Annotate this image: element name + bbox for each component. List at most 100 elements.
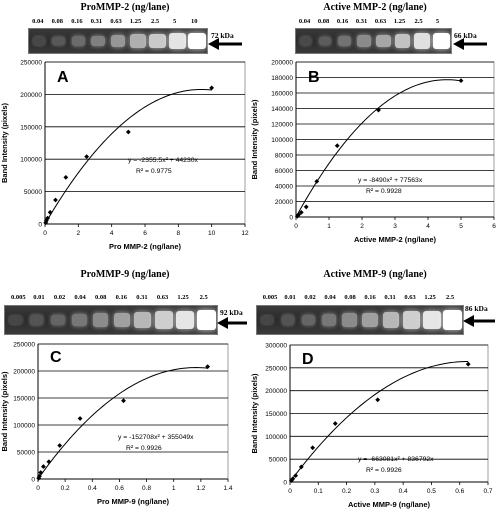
data-point bbox=[314, 178, 320, 184]
x-tick-label: 6 bbox=[492, 223, 496, 230]
lane-labels: 0.04 0.08 0.16 0.31 0.63 1.25 2.5 5 bbox=[295, 18, 447, 28]
y-tick-label: 0 bbox=[38, 222, 42, 229]
lane-label: 0.02 bbox=[304, 294, 316, 301]
data-point bbox=[209, 85, 215, 91]
gel-band bbox=[92, 313, 109, 327]
kda-label: 86 kDa bbox=[465, 304, 488, 313]
gel-band bbox=[71, 36, 86, 46]
x-tick-label: 1 bbox=[327, 223, 331, 230]
gel-image bbox=[295, 28, 452, 54]
lane-label: 0.31 bbox=[90, 18, 103, 25]
lane-label: 1.25 bbox=[424, 294, 436, 301]
data-point bbox=[293, 473, 299, 479]
data-point bbox=[45, 215, 51, 221]
y-tick-label: 250000 bbox=[13, 342, 35, 349]
r-squared: R² = 0.9775 bbox=[136, 168, 172, 175]
lane-label: 0.08 bbox=[95, 294, 107, 301]
chart-plot: 0 50000 100000 150000 200000 250000 300000 0 0.1… bbox=[250, 343, 493, 510]
y-tick-label: 60000 bbox=[275, 168, 293, 175]
y-tick-label: 160000 bbox=[271, 91, 293, 98]
x-tick-label: 0.4 bbox=[88, 485, 97, 492]
arrow-left-icon bbox=[208, 38, 242, 50]
x-tick-label: 0 bbox=[294, 223, 298, 230]
x-tick-label: 3 bbox=[393, 223, 397, 230]
gel-band bbox=[402, 311, 421, 329]
data-point bbox=[298, 464, 304, 470]
y-tick-label: 0 bbox=[31, 477, 35, 484]
lane-label: 0.04 bbox=[298, 18, 311, 25]
x-tick-label: 0.4 bbox=[399, 488, 408, 495]
lane-label: 0.31 bbox=[355, 18, 368, 25]
gel-image bbox=[256, 305, 464, 335]
lane-label: 0.31 bbox=[136, 294, 148, 301]
x-tick-label: 10 bbox=[208, 230, 216, 237]
lane-label: 0.63 bbox=[404, 294, 416, 301]
lane-label: 2.5 bbox=[414, 18, 423, 25]
gel-image bbox=[4, 305, 218, 335]
lane-label: 0.63 bbox=[156, 294, 169, 301]
fit-equation: y = -152708x² + 355049x bbox=[118, 434, 194, 441]
fit-equation: y = -2355.5x² + 44230x bbox=[128, 157, 199, 164]
panel-c: ProMMP-9 (ng/lane) 0.005 0.01 0.02 0.04 0.08… bbox=[0, 260, 250, 519]
y-tick-label: 140000 bbox=[271, 106, 293, 113]
panel-letter: B bbox=[308, 69, 320, 86]
x-tick-label: 0.8 bbox=[142, 485, 151, 492]
y-tick-label: 50000 bbox=[24, 189, 42, 196]
gel-image bbox=[28, 28, 208, 54]
data-point bbox=[84, 154, 90, 160]
gel-band bbox=[342, 313, 358, 327]
y-axis-label: Band Intensity (pixels) bbox=[0, 371, 9, 452]
lane-label: 0.04 bbox=[74, 294, 86, 301]
gel-band bbox=[299, 37, 312, 45]
x-tick-label: 0.5 bbox=[427, 488, 436, 495]
data-point bbox=[332, 421, 338, 426]
gel-band bbox=[9, 315, 22, 325]
lane-label: 0.16 bbox=[71, 18, 83, 25]
x-tick-label: 1.2 bbox=[196, 485, 205, 492]
gel-band bbox=[321, 313, 337, 326]
fit-curve bbox=[289, 360, 469, 483]
x-tick-label: 0 bbox=[288, 488, 292, 495]
lane-label: 0.63 bbox=[374, 18, 387, 25]
lane-label: 0.01 bbox=[33, 294, 45, 301]
data-point bbox=[41, 464, 46, 469]
data-point bbox=[375, 397, 381, 403]
panel-letter: C bbox=[50, 349, 62, 366]
data-point bbox=[298, 209, 304, 215]
x-tick-label: 0.2 bbox=[342, 488, 351, 495]
y-axis-label: Band Intensity (pixels) bbox=[250, 99, 259, 180]
panel-letter: D bbox=[302, 351, 314, 368]
lane-label: 0.08 bbox=[317, 18, 330, 25]
gel-band bbox=[134, 312, 152, 328]
gel-band bbox=[301, 314, 316, 326]
data-point bbox=[36, 473, 42, 479]
panel-a: ProMMP-2 (ng/lane) 0.04 0.08 0.16 0.31 0.63 1… bbox=[0, 0, 250, 259]
gel-band bbox=[168, 33, 186, 49]
gel-band bbox=[432, 32, 451, 50]
panel-b: Active MMP-2 (ng/lane) 0.04 0.08 0.16 0.31 0… bbox=[250, 0, 500, 259]
gel-band bbox=[362, 312, 379, 328]
gel-band bbox=[149, 33, 166, 49]
lane-label: 0.04 bbox=[32, 18, 44, 25]
gel-band bbox=[155, 311, 173, 329]
gel-band bbox=[91, 35, 106, 47]
lane-label: 2.5 bbox=[199, 294, 208, 301]
panel-title: Active MMP-2 (ng/lane) bbox=[323, 2, 427, 13]
arrow-left-icon bbox=[453, 38, 487, 50]
lane-labels: 0.005 0.01 0.02 0.04 0.08 0.16 0.31 0.63 1.25 2.5 bbox=[8, 294, 214, 304]
y-tick-label: 100000 bbox=[265, 434, 287, 441]
gel-band bbox=[188, 32, 206, 50]
plot-area bbox=[44, 61, 246, 225]
x-axis-label: Active MMP-2 (ng/lane) bbox=[354, 235, 437, 244]
y-tick-label: 20000 bbox=[275, 199, 293, 206]
y-tick-label: 120000 bbox=[271, 122, 293, 129]
x-tick-label: 8 bbox=[177, 230, 181, 237]
gel-band bbox=[394, 33, 411, 49]
gel-band bbox=[51, 314, 65, 326]
gel-band bbox=[413, 33, 431, 49]
lane-labels: 0.04 0.08 0.16 0.31 0.63 1.25 2.5 5 10 bbox=[28, 18, 204, 28]
lane-label: 0.16 bbox=[115, 294, 127, 301]
x-tick-label: 12 bbox=[241, 230, 249, 237]
y-tick-label: 180000 bbox=[271, 75, 293, 82]
chart-plot: 0 50000 100000 150000 200000 250000 0 2 4 6 8 10 12 y… bbox=[0, 60, 249, 252]
